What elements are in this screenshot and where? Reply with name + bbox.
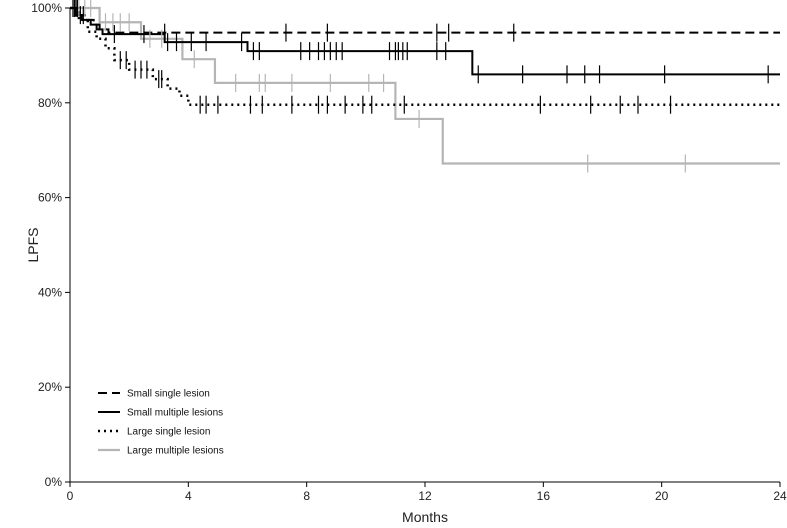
legend-label-2: Large single lesion	[127, 427, 210, 438]
y-tick-label: 80%	[38, 96, 62, 110]
y-tick-label: 0%	[45, 475, 63, 489]
series-line-0	[70, 7, 780, 34]
legend: Small single lesion Small multiple lesion…	[98, 389, 224, 457]
x-tick-label: 16	[537, 489, 551, 503]
y-tick-label: 100%	[31, 1, 62, 15]
x-tick-label: 12	[418, 489, 432, 503]
series-layer	[70, 6, 780, 165]
x-tick-label: 0	[67, 489, 74, 503]
y-ticks: 0% 20% 40% 60% 80% 100%	[31, 1, 70, 489]
y-tick-label: 40%	[38, 285, 62, 299]
legend-label-1: Small multiple lesions	[127, 408, 223, 419]
y-tick-label: 20%	[38, 380, 62, 394]
series-line-2	[70, 6, 780, 106]
x-tick-label: 24	[773, 489, 787, 503]
legend-label-0: Small single lesion	[127, 389, 210, 400]
series-line-3	[70, 6, 780, 165]
y-tick-label: 60%	[38, 191, 62, 205]
x-tick-label: 8	[303, 489, 310, 503]
x-tick-label: 4	[185, 489, 192, 503]
x-tick-label: 20	[655, 489, 669, 503]
x-axis-title: Months	[402, 509, 448, 525]
y-axis-title: LPFS	[25, 227, 41, 262]
legend-label-3: Large multiple lesions	[127, 446, 224, 457]
censor-layer	[72, 0, 769, 173]
x-ticks: 0 4 8 12 16 20 24	[67, 482, 787, 503]
